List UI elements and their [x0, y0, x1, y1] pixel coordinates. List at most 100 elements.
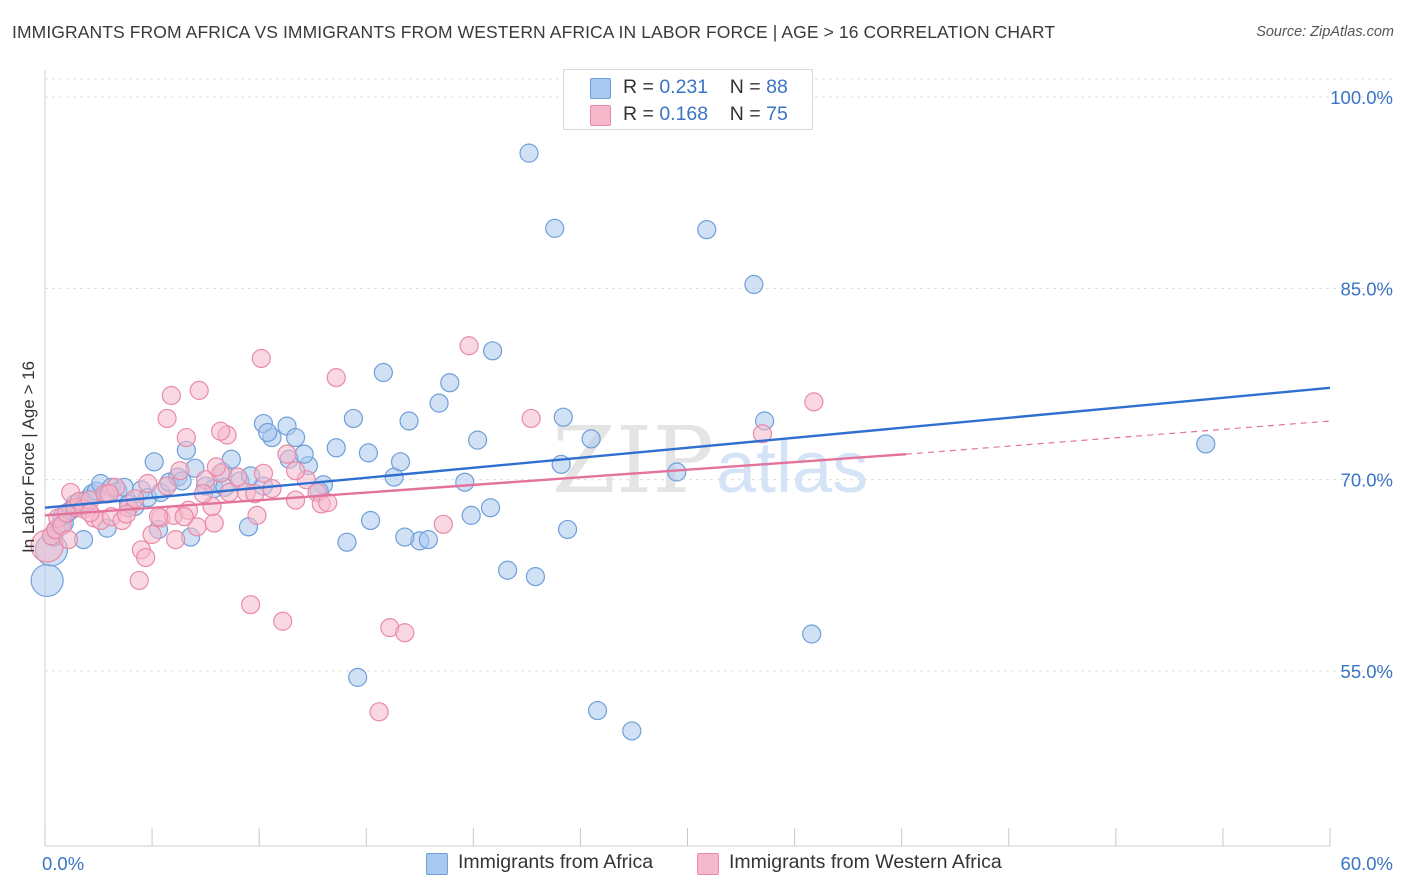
point-africa — [144, 452, 164, 472]
point-western-africa — [228, 467, 248, 487]
point-western-africa — [804, 392, 824, 412]
point-western-africa — [459, 336, 479, 356]
bottom-legend-swatch-western-africa — [697, 853, 719, 875]
trend-line-western-africa-extension — [905, 420, 1331, 455]
legend-r-value-africa: 0.231 — [659, 76, 709, 98]
legend-swatch-africa — [590, 78, 611, 99]
point-western-africa — [241, 595, 261, 615]
point-africa — [373, 362, 393, 383]
point-western-africa — [521, 408, 541, 429]
point-africa — [545, 218, 565, 238]
point-western-africa — [433, 514, 453, 534]
legend-n-label: N = — [729, 103, 761, 125]
point-western-africa — [326, 368, 346, 388]
y-tick-label: 55.0% — [1341, 661, 1393, 682]
point-western-africa — [273, 611, 293, 631]
legend-n-value-western-africa: 75 — [766, 103, 788, 125]
bottom-legend-label-africa: Immigrants from Africa — [458, 851, 654, 873]
point-africa — [557, 519, 578, 540]
point-western-africa — [161, 385, 181, 406]
point-africa — [525, 567, 546, 587]
point-africa — [440, 373, 460, 393]
chart-title: IMMIGRANTS FROM AFRICA VS IMMIGRANTS FRO… — [12, 22, 1056, 42]
correlation-legend: R = 0.231 N = 88 R = 0.168 N = 75 — [563, 69, 813, 130]
point-western-africa — [142, 524, 162, 545]
point-western-africa — [136, 547, 156, 568]
point-africa — [285, 427, 306, 448]
point-africa — [455, 472, 475, 492]
legend-swatch-western-africa — [590, 105, 611, 126]
point-western-africa — [176, 427, 196, 448]
point-western-africa — [170, 461, 190, 481]
point-africa — [390, 452, 411, 472]
point-western-africa — [285, 490, 306, 510]
point-western-africa — [251, 348, 271, 369]
watermark: ZIP atlas — [552, 407, 868, 514]
x-tick-label: 60.0% — [1341, 853, 1393, 874]
point-western-africa — [752, 424, 773, 444]
watermark-zip: ZIP — [552, 407, 714, 514]
point-africa — [483, 341, 503, 361]
y-tick-label: 85.0% — [1341, 278, 1393, 299]
point-africa — [498, 560, 518, 580]
point-africa — [348, 667, 368, 687]
point-africa — [697, 220, 717, 240]
point-western-africa — [58, 530, 79, 550]
trend-layer — [44, 386, 1331, 517]
legend-n-value-africa: 88 — [766, 76, 788, 98]
point-western-africa — [138, 473, 158, 494]
point-africa — [358, 443, 378, 463]
point-africa — [221, 449, 241, 469]
point-western-africa — [204, 513, 224, 533]
bottom-legend-label-western-africa: Immigrants from Western Africa — [729, 851, 1002, 873]
point-western-africa — [148, 507, 169, 527]
point-africa — [395, 527, 415, 547]
watermark-atlas: atlas — [716, 428, 868, 508]
legend-n-label: N = — [729, 76, 761, 98]
point-western-africa — [157, 476, 177, 496]
x-tick-label: 0.0% — [42, 853, 84, 874]
trend-line-africa — [44, 386, 1331, 509]
point-africa — [418, 530, 438, 550]
point-western-africa — [129, 570, 149, 591]
point-africa — [1196, 434, 1216, 454]
point-western-africa — [395, 623, 415, 643]
y-axis-title: In Labor Force | Age > 16 — [19, 361, 38, 553]
grid-layer — [45, 78, 1393, 672]
point-africa — [337, 532, 357, 552]
legend-r-label: R = — [623, 103, 654, 125]
point-africa — [587, 700, 608, 721]
point-western-africa — [318, 493, 338, 513]
point-western-africa — [189, 380, 209, 400]
y-tick-label: 70.0% — [1341, 470, 1393, 491]
point-western-africa — [369, 702, 389, 722]
legend-r-label: R = — [623, 76, 654, 98]
axis-layer — [44, 70, 1331, 847]
point-western-africa — [262, 478, 282, 499]
point-africa — [399, 411, 419, 431]
bottom-legend-swatch-africa — [426, 853, 448, 875]
point-western-africa — [157, 408, 177, 429]
point-africa — [802, 624, 822, 644]
point-western-africa — [206, 457, 226, 477]
point-africa — [343, 408, 363, 429]
point-africa — [519, 143, 539, 163]
point-africa — [429, 393, 449, 413]
point-western-africa — [247, 505, 267, 525]
chart-source: Source: ZipAtlas.com — [1256, 24, 1394, 40]
point-western-africa — [277, 444, 297, 464]
point-western-africa — [253, 463, 274, 483]
point-western-africa — [166, 530, 186, 550]
point-africa — [360, 510, 381, 531]
point-western-africa — [174, 507, 194, 527]
point-africa — [581, 429, 601, 449]
point-western-africa — [285, 461, 306, 481]
point-africa — [468, 430, 488, 450]
legend-r-value-western-africa: 0.168 — [659, 103, 709, 125]
point-africa — [622, 721, 642, 741]
point-africa — [258, 422, 278, 443]
point-africa — [480, 498, 501, 518]
point-africa — [744, 274, 764, 295]
point-africa — [461, 505, 481, 525]
